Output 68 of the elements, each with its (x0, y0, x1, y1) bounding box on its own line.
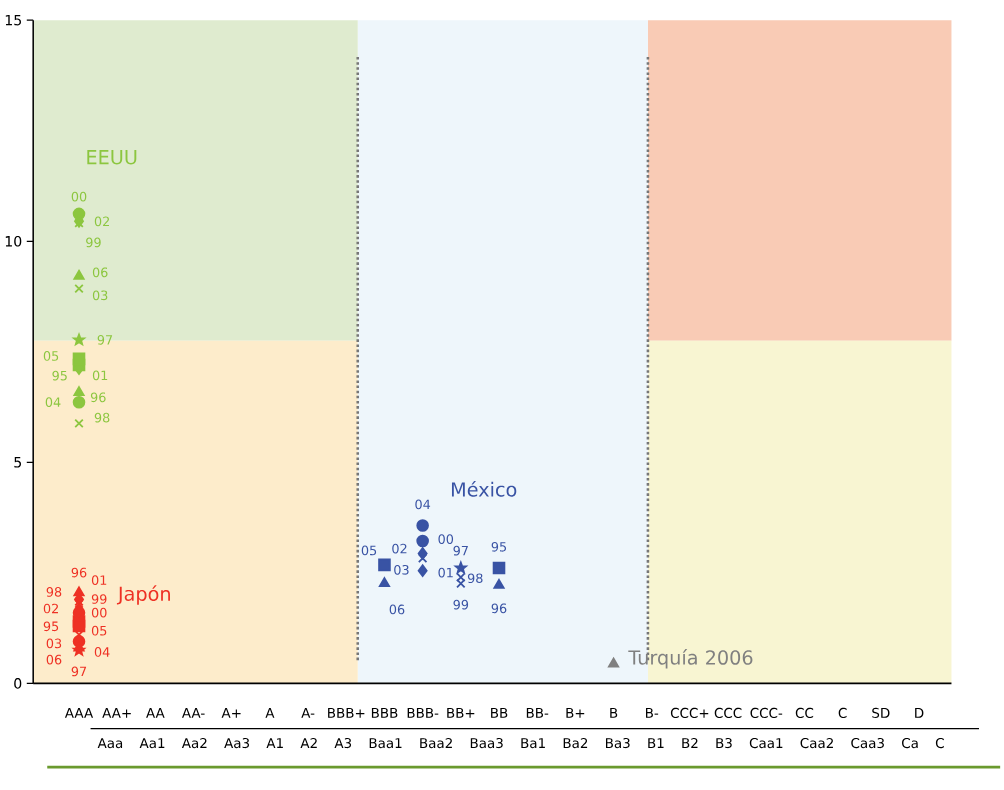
text: 01 (91, 575, 107, 585)
y-tick-label: 10 (5, 235, 22, 247)
x-tick-label: BBB+ (328, 707, 365, 718)
annotation: Japón (116, 585, 170, 605)
series-label: Turquía 2006 (628, 648, 753, 669)
x-tick-label: BBB- (407, 707, 439, 718)
x-tick-label: BB+ (447, 707, 475, 718)
series-label: 96 (90, 392, 106, 403)
x-tick-label: B+ (566, 707, 585, 718)
x-tick-label: BB (491, 707, 508, 718)
x-tick-label: B- (646, 707, 659, 718)
series-label: 97 (453, 545, 468, 556)
y-tick-label: 15 (5, 14, 22, 26)
text: 05 (91, 625, 107, 636)
series-label: 05 (361, 545, 377, 556)
x-tick-label: BB- (526, 707, 549, 718)
text: 99 (86, 237, 101, 248)
x-tick-label: CC (795, 707, 814, 718)
x-tick-label: AA (146, 707, 165, 718)
text: 99 (453, 599, 469, 610)
text: 06 (389, 604, 405, 615)
y-tick-label: 5 (14, 456, 22, 468)
text: 02 (43, 603, 58, 614)
x-tick-label: CCC (714, 707, 742, 718)
series-label: 01 (92, 370, 108, 381)
text: 00 (71, 191, 87, 202)
x-tick-label: CCC- (750, 707, 783, 718)
text: 96 (71, 567, 87, 578)
text: 98 (46, 587, 62, 597)
series-label: 95 (52, 370, 67, 381)
text: 98 (94, 412, 110, 423)
text: 01 (438, 567, 453, 578)
text: 05 (43, 351, 59, 361)
text: 03 (394, 564, 409, 575)
text: Aaa Aa1 Aa2 Aa3 A1 A2 A3 Baa1 Baa2 Baa3 Ba1 Ba2 Ba3 B1 B2 B3 Caa1 Caa2 Caa3 Ca C (97, 737, 944, 749)
x-tick-label: AA+ (102, 707, 131, 718)
x-tick-label: SD (872, 707, 890, 718)
text: 04 (45, 397, 61, 407)
text: 03 (46, 638, 62, 649)
series-label: 00 (91, 607, 107, 618)
series-label: 99 (91, 594, 107, 604)
text: 95 (43, 621, 59, 632)
x-tick-label: BBB (371, 707, 398, 718)
x-tick-label: A+ (221, 707, 241, 718)
text: 95 (491, 541, 507, 552)
annotation: EEUU (87, 150, 137, 165)
x-tick-label: D (915, 707, 924, 718)
annotation: México (451, 480, 517, 497)
text: 97 (71, 666, 87, 677)
series-label: 02 (94, 216, 109, 227)
text: 97 (97, 334, 113, 345)
series-label: 03 (92, 290, 108, 301)
series-label: 06 (92, 267, 108, 278)
x-tick-label: CCC+ (670, 707, 709, 718)
text: 02 (392, 543, 407, 554)
x-tick-label: A (265, 707, 275, 718)
x-tick-label: AA- (181, 707, 205, 718)
series-label: 04 (94, 647, 110, 657)
text: 06 (46, 654, 62, 665)
text: 00 (438, 534, 454, 544)
x-tick-label: AAA (64, 707, 94, 718)
text: 96 (491, 603, 507, 614)
text: 04 (415, 499, 431, 510)
x-tick-label: C (838, 707, 847, 718)
series-label: 98 (467, 573, 483, 583)
x-tick-label: B (610, 707, 618, 718)
y-tick-label: 0 (14, 677, 22, 689)
x-tick-label: A- (301, 707, 315, 718)
